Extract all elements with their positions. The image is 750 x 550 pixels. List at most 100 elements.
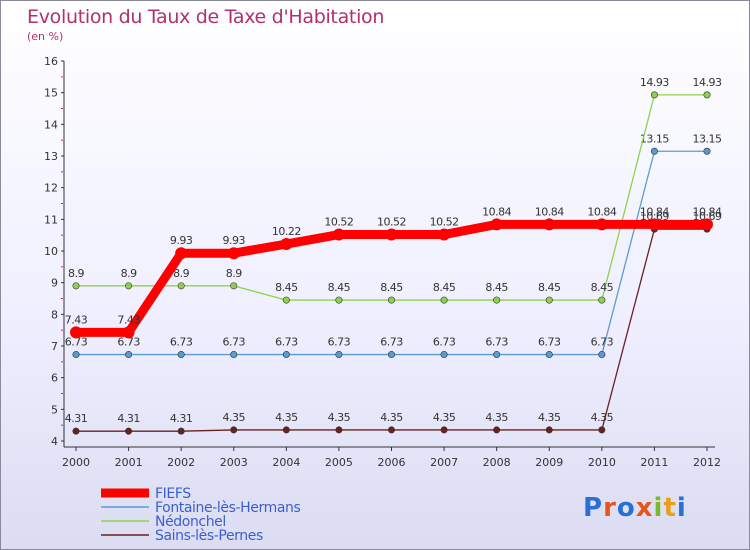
logo-letter: r xyxy=(603,493,617,523)
data-label-fiefs: 10.52 xyxy=(430,216,459,229)
data-point-fiefs xyxy=(438,228,451,241)
data-point-fontaine-l-s-hermans xyxy=(125,351,133,359)
logo-letter: P xyxy=(583,493,604,523)
data-point-fontaine-l-s-hermans xyxy=(72,351,80,359)
data-label-n-donchel: 8.45 xyxy=(380,281,403,294)
x-tick-label: 2010 xyxy=(588,456,616,469)
y-tick-label: 7 xyxy=(51,340,58,353)
data-point-fiefs xyxy=(543,218,556,231)
x-tick-label: 2003 xyxy=(220,456,248,469)
data-label-fiefs: 10.84 xyxy=(640,205,669,218)
y-tick-label: 8 xyxy=(51,308,58,321)
data-label-fontaine-l-s-hermans: 6.73 xyxy=(117,336,140,349)
data-label-n-donchel: 8.9 xyxy=(173,267,189,280)
x-tick-label: 2000 xyxy=(62,456,90,469)
data-label-fontaine-l-s-hermans: 6.73 xyxy=(275,336,298,349)
x-tick-label: 2011 xyxy=(640,456,668,469)
data-label-fiefs: 10.52 xyxy=(324,216,353,229)
chart-subtitle: (en %) xyxy=(27,30,64,43)
data-point-n-donchel xyxy=(545,296,553,304)
data-point-n-donchel xyxy=(72,282,80,290)
x-tick-label: 2007 xyxy=(430,456,458,469)
data-point-n-donchel xyxy=(650,91,658,99)
data-point-n-donchel xyxy=(335,296,343,304)
data-point-n-donchel xyxy=(282,296,290,304)
x-tick-label: 2006 xyxy=(378,456,406,469)
data-point-n-donchel xyxy=(493,296,501,304)
data-label-fontaine-l-s-hermans: 6.73 xyxy=(65,336,88,349)
data-label-fontaine-l-s-hermans: 13.15 xyxy=(640,132,669,145)
legend-label-n-donchel: Nédonchel xyxy=(155,514,226,530)
y-tick-label: 12 xyxy=(44,182,58,195)
data-point-n-donchel xyxy=(387,296,395,304)
y-tick-label: 13 xyxy=(44,150,58,163)
series-line-fontaine-l-s-hermans xyxy=(76,150,707,356)
data-label-sains-l-s-pernes: 4.31 xyxy=(117,412,140,425)
data-label-sains-l-s-pernes: 4.35 xyxy=(485,411,508,424)
data-point-fiefs xyxy=(227,247,240,260)
data-point-fontaine-l-s-hermans xyxy=(703,147,711,155)
data-label-n-donchel: 14.93 xyxy=(693,76,722,89)
data-point-fiefs xyxy=(385,228,398,241)
data-label-fontaine-l-s-hermans: 6.73 xyxy=(591,336,614,349)
data-label-sains-l-s-pernes: 4.35 xyxy=(380,411,403,424)
y-tick-label: 6 xyxy=(51,372,58,385)
data-point-fiefs xyxy=(70,326,82,339)
data-label-fiefs: 7.43 xyxy=(117,313,140,326)
data-point-fontaine-l-s-hermans xyxy=(177,351,185,359)
data-point-n-donchel xyxy=(703,91,711,99)
data-label-sains-l-s-pernes: 4.31 xyxy=(65,412,88,425)
y-tick-label: 14 xyxy=(44,118,58,131)
data-label-n-donchel: 14.93 xyxy=(640,76,669,89)
data-point-sains-l-s-pernes xyxy=(387,426,395,434)
data-point-sains-l-s-pernes xyxy=(545,426,553,434)
data-point-sains-l-s-pernes xyxy=(230,426,238,434)
data-label-n-donchel: 8.45 xyxy=(485,281,508,294)
x-tick-label: 2001 xyxy=(115,456,143,469)
data-point-fontaine-l-s-hermans xyxy=(650,147,658,155)
data-point-fiefs xyxy=(175,247,188,260)
data-point-sains-l-s-pernes xyxy=(72,427,80,435)
data-label-fontaine-l-s-hermans: 6.73 xyxy=(223,336,246,349)
data-point-fiefs xyxy=(122,326,135,339)
data-point-n-donchel xyxy=(125,282,133,290)
data-point-sains-l-s-pernes xyxy=(598,426,606,434)
chart-title: Evolution du Taux de Taxe d'Habitation xyxy=(27,6,385,28)
data-point-fontaine-l-s-hermans xyxy=(282,351,290,359)
x-tick-label: 2002 xyxy=(167,456,195,469)
data-label-fontaine-l-s-hermans: 6.73 xyxy=(380,336,403,349)
logo-letter: x xyxy=(635,493,654,523)
data-point-sains-l-s-pernes xyxy=(282,426,290,434)
data-point-fiefs xyxy=(280,238,293,251)
x-tick-label: 2004 xyxy=(272,456,300,469)
y-tick-label: 10 xyxy=(44,245,58,258)
data-label-n-donchel: 8.45 xyxy=(328,281,351,294)
legend-label-fiefs: FIEFS xyxy=(155,486,191,502)
data-point-sains-l-s-pernes xyxy=(440,426,448,434)
data-point-fiefs xyxy=(332,228,345,241)
legend-label-sains-l-s-pernes: Sains-lès-Pernes xyxy=(155,528,263,544)
data-label-fiefs: 7.43 xyxy=(65,313,88,326)
x-tick-label: 2008 xyxy=(483,456,511,469)
data-label-sains-l-s-pernes: 4.35 xyxy=(223,411,246,424)
y-tick-label: 11 xyxy=(44,213,58,226)
logo-letter: i xyxy=(653,493,664,523)
data-point-fontaine-l-s-hermans xyxy=(230,351,238,359)
data-label-fontaine-l-s-hermans: 13.15 xyxy=(693,132,722,145)
y-tick-label: 5 xyxy=(51,403,58,416)
y-tick-label: 4 xyxy=(51,435,58,448)
x-tick-label: 2009 xyxy=(535,456,563,469)
data-label-sains-l-s-pernes: 4.35 xyxy=(275,411,298,424)
legend-label-fontaine-l-s-hermans: Fontaine-lès-Hermans xyxy=(155,500,300,516)
data-label-sains-l-s-pernes: 4.35 xyxy=(591,411,614,424)
data-label-fontaine-l-s-hermans: 6.73 xyxy=(170,336,193,349)
data-label-fiefs: 10.84 xyxy=(482,205,511,218)
data-point-fontaine-l-s-hermans xyxy=(545,351,553,359)
data-point-fiefs xyxy=(490,218,503,231)
data-label-fiefs: 9.93 xyxy=(223,234,246,247)
data-label-n-donchel: 8.45 xyxy=(538,281,561,294)
data-label-fontaine-l-s-hermans: 6.73 xyxy=(538,336,561,349)
data-point-fiefs xyxy=(595,218,608,231)
data-label-n-donchel: 8.9 xyxy=(226,267,242,280)
